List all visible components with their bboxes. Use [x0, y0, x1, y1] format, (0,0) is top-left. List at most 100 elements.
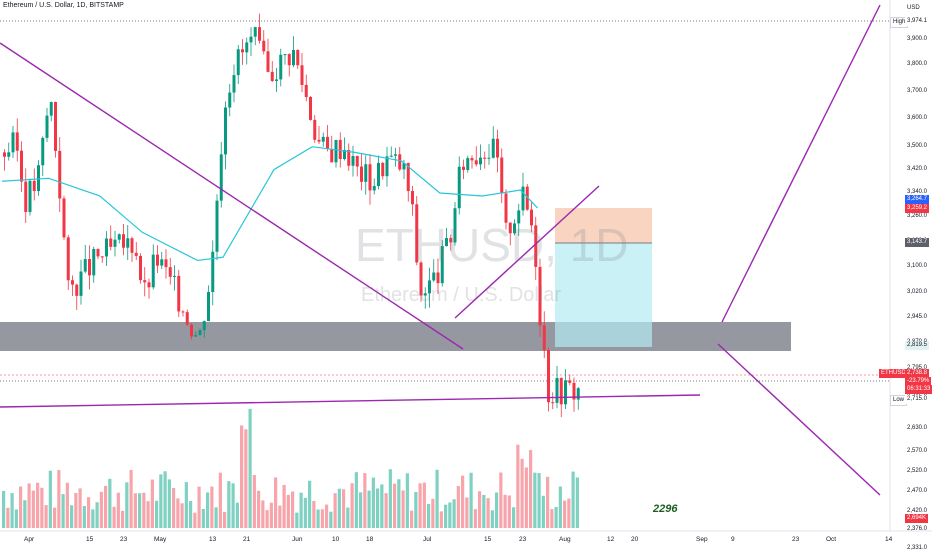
- volume-bar: [312, 500, 316, 528]
- volume-bar: [142, 492, 146, 528]
- y-tick-label: 3,600.0: [907, 114, 928, 121]
- volume-bar: [53, 507, 57, 528]
- candle-body: [177, 275, 181, 312]
- volume-bar: [546, 476, 550, 528]
- support-value-tag: 2,819.5: [905, 341, 930, 350]
- candle-body: [219, 154, 223, 201]
- volume-bar: [235, 502, 239, 528]
- candle-body: [360, 166, 363, 182]
- volume-bar: [121, 510, 125, 528]
- y-tick-label: 3,260.0: [907, 212, 928, 219]
- candle-body: [79, 271, 83, 296]
- volume-bar: [274, 477, 278, 528]
- volume-bar: [19, 486, 23, 528]
- candle-body: [436, 272, 440, 284]
- change-tag: -23.79%: [905, 377, 932, 386]
- candle-body: [7, 152, 11, 157]
- candle-body: [355, 156, 359, 167]
- chart-title: Ethereum / U.S. Dollar, 1D, BITSTAMP: [3, 2, 124, 9]
- volume-bar: [282, 484, 286, 528]
- x-tick-label: Sep: [696, 536, 708, 543]
- candle-body: [547, 350, 550, 403]
- candle-body: [394, 154, 397, 156]
- volume-bar: [138, 493, 142, 528]
- volume-bar: [265, 510, 269, 528]
- candle-body: [368, 164, 372, 191]
- candle-body: [504, 193, 508, 223]
- candle-body: [513, 223, 516, 234]
- volume-bar: [82, 506, 86, 528]
- volume-bar: [44, 505, 48, 528]
- volume-bar: [286, 494, 290, 528]
- volume-bar: [27, 483, 31, 528]
- volume-bar: [257, 490, 261, 528]
- volume-bar: [125, 482, 129, 528]
- y-tick-label: 3,020.0: [907, 288, 928, 295]
- volume-bar: [367, 490, 371, 528]
- candle-body: [275, 79, 278, 81]
- volume-bar: [167, 479, 171, 528]
- candle-body: [88, 259, 91, 276]
- volume-bar: [490, 510, 494, 528]
- volume-bar: [384, 493, 388, 528]
- candle-body: [143, 280, 147, 283]
- candle-body: [389, 155, 393, 157]
- x-tick-label: 14: [885, 536, 893, 543]
- currency-label: USD: [907, 5, 920, 11]
- volume-bar: [180, 503, 184, 528]
- volume-bar: [214, 507, 218, 528]
- candle-body: [415, 204, 419, 263]
- candle-body: [445, 238, 448, 247]
- y-tick-label: 2,570.0: [907, 448, 928, 455]
- volume-bar: [461, 475, 465, 528]
- volume-bar: [342, 489, 346, 528]
- candle-body: [449, 238, 453, 243]
- x-tick-label: Apr: [24, 536, 35, 543]
- volume-bar: [210, 486, 214, 528]
- volume-bar: [427, 503, 431, 528]
- candle-body: [92, 249, 96, 276]
- candle-body: [292, 50, 295, 66]
- volume-bar: [133, 493, 137, 528]
- volume-bar: [456, 486, 460, 528]
- candle-body: [24, 181, 28, 212]
- candle-body: [3, 152, 6, 157]
- candle-body: [147, 282, 151, 288]
- volume-bar: [503, 494, 507, 528]
- candle-body: [432, 272, 436, 281]
- volume-bar: [359, 492, 363, 528]
- candle-body: [462, 166, 465, 170]
- volume-bar: [91, 509, 95, 528]
- candle-body: [83, 259, 87, 272]
- y-tick-label: 3,900.0: [907, 35, 928, 42]
- volume-bar: [550, 509, 554, 528]
- candle-body: [576, 388, 580, 400]
- volume-bar: [108, 478, 112, 528]
- candle-body: [160, 259, 164, 266]
- volume-bar: [516, 444, 520, 528]
- candle-body: [117, 234, 121, 240]
- candle-body: [109, 238, 113, 247]
- high-value-tag: 3,974.1: [905, 17, 930, 26]
- volume-bar: [325, 504, 329, 528]
- candle-body: [258, 27, 261, 41]
- candle-body: [283, 54, 287, 56]
- volume-bar: [70, 505, 74, 528]
- volume-bar: [507, 495, 511, 528]
- candle-body: [423, 293, 427, 296]
- candle-body: [164, 259, 168, 268]
- volume-bar: [278, 505, 282, 528]
- stop-value-tag: 3,259.2: [905, 204, 930, 213]
- volume-bar: [350, 483, 354, 528]
- volume-bar: [129, 470, 133, 528]
- candle-body: [96, 249, 100, 257]
- volume-bar: [176, 498, 180, 528]
- candle-body: [466, 158, 470, 170]
- y-tick-label: 2,420.0: [907, 507, 928, 514]
- volume-bar: [354, 472, 358, 528]
- volume-bar: [388, 469, 392, 528]
- candle-body: [54, 102, 57, 151]
- x-tick-label: Jul: [423, 536, 432, 543]
- volume-bar: [172, 488, 176, 528]
